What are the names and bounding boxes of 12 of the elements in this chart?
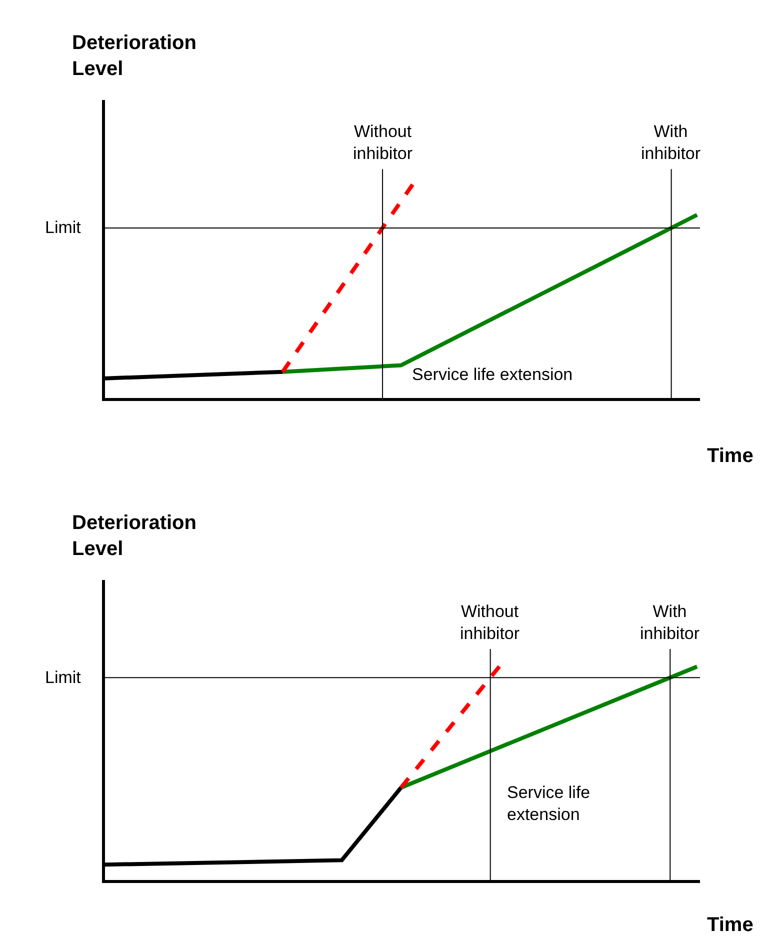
text: With inhibitor [640, 602, 700, 644]
annotation: Service life extension [507, 783, 590, 824]
ref-line-label: Limit [45, 218, 82, 237]
annotation: Service life extension [412, 365, 573, 384]
x-axis-title: Time [707, 445, 754, 467]
y-axis-title: Deterioration Level [72, 512, 196, 560]
y-axis-title: Deterioration Level [72, 32, 196, 80]
text: Without inhibitor [460, 602, 520, 644]
ref-line-label: Limit [45, 668, 82, 687]
x-axis-title: Time [707, 914, 754, 936]
text: Without inhibitor [353, 122, 413, 164]
text: With inhibitor [641, 122, 701, 164]
